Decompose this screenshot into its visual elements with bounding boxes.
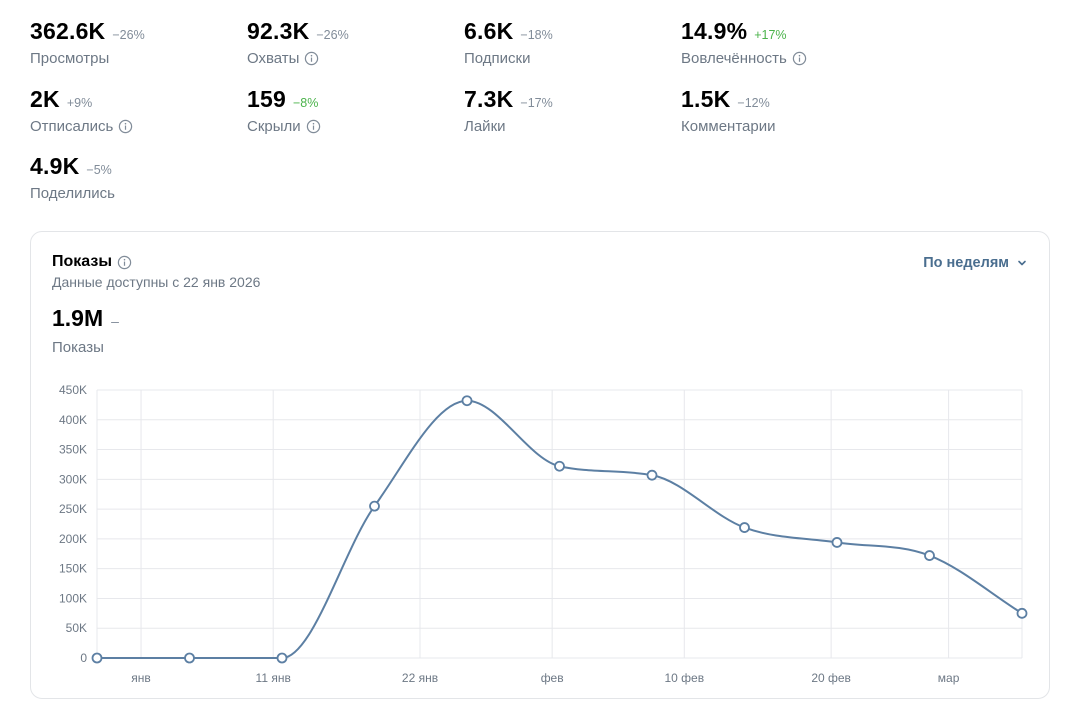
x-tick-label: 20 фев xyxy=(811,671,851,685)
total-block: 1.9M – xyxy=(52,305,119,332)
total-label: Показы xyxy=(52,339,104,356)
card-title: Показы xyxy=(52,253,132,271)
y-tick-label: 200K xyxy=(59,532,87,546)
series-line-pokazy xyxy=(97,399,1023,660)
stat-value: 6.6K xyxy=(464,18,514,44)
stat-item: 6.6K −18% Подписки xyxy=(464,18,674,78)
period-dropdown[interactable]: По неделям xyxy=(923,255,1027,271)
info-icon[interactable] xyxy=(792,51,807,66)
y-tick-label: 300K xyxy=(59,472,87,486)
data-point xyxy=(276,652,288,664)
stat-delta: −5% xyxy=(86,163,112,177)
data-point xyxy=(739,522,750,533)
stat-delta: −8% xyxy=(292,96,319,110)
stat-value: 7.3K xyxy=(464,86,514,112)
x-tick-label: мар xyxy=(938,671,960,685)
y-tick-label: 0 xyxy=(80,651,87,665)
y-tick-label: 450K xyxy=(59,383,87,397)
stat-value: 14.9% xyxy=(681,18,748,44)
data-point xyxy=(646,469,658,481)
stat-delta: −26% xyxy=(316,28,349,42)
impressions-line-chart: 0 50K 100K 150K 200K 250K 300K 350K 400K 450K янв 1… xyxy=(59,383,1028,685)
y-tick-label: 350K xyxy=(59,443,87,457)
data-point xyxy=(924,550,935,561)
info-icon[interactable] xyxy=(306,119,321,134)
impressions-card: Показы Данные доступны с 22 янв 2026 По … xyxy=(30,231,1050,699)
data-point xyxy=(831,537,843,548)
stat-delta: −18% xyxy=(520,28,553,42)
y-tick-label: 50K xyxy=(66,621,87,635)
stat-item: 92.3K −26% Охваты xyxy=(247,18,457,78)
x-tick-label: 22 янв xyxy=(402,671,438,685)
stat-item: 7.3K −17% Лайки xyxy=(464,86,674,146)
stat-item: 2K +9% Отписались xyxy=(30,86,240,146)
total-value: 1.9M xyxy=(52,305,104,331)
x-tick-label: 10 фев xyxy=(664,671,704,685)
data-point xyxy=(554,460,565,472)
stat-item: 159 −8% Скрыли xyxy=(247,86,457,146)
stat-value: 4.9K xyxy=(30,153,80,179)
stat-label: Охваты xyxy=(247,50,300,67)
data-point xyxy=(461,395,473,407)
stat-delta: +9% xyxy=(66,96,93,110)
data-point xyxy=(1016,607,1028,619)
stat-label: Скрыли xyxy=(247,118,301,135)
y-tick-label: 250K xyxy=(59,502,87,516)
stat-value: 2K xyxy=(30,86,60,112)
y-tick-label: 400K xyxy=(59,413,87,427)
data-point xyxy=(91,652,103,664)
chevron-down-icon xyxy=(1018,260,1026,266)
stat-value: 159 xyxy=(247,86,286,112)
stat-label: Просмотры xyxy=(30,50,110,67)
stat-value: 92.3K xyxy=(247,18,310,44)
stat-item: 14.9% +17% Вовлечённость xyxy=(681,18,891,78)
y-tick-label: 150K xyxy=(59,562,87,576)
stat-label: Лайки xyxy=(464,118,506,135)
x-tick-label: фев xyxy=(541,671,564,685)
stat-delta: +17% xyxy=(754,28,787,42)
stat-delta: −26% xyxy=(112,28,145,42)
total-delta: – xyxy=(111,313,119,329)
info-icon[interactable] xyxy=(117,255,132,270)
info-icon[interactable] xyxy=(304,51,319,66)
stat-label: Поделились xyxy=(30,185,115,202)
data-point xyxy=(369,500,380,512)
stat-delta: −12% xyxy=(737,96,770,110)
stat-item: 362.6K −26% Просмотры xyxy=(30,18,240,78)
stat-label: Комментарии xyxy=(681,118,776,135)
stat-label: Отписались xyxy=(30,118,114,135)
data-available-note: Данные доступны с 22 янв 2026 xyxy=(52,274,261,290)
data-point xyxy=(184,652,195,664)
stat-value: 1.5K xyxy=(681,86,731,112)
stat-value: 362.6K xyxy=(30,18,106,44)
y-tick-label: 100K xyxy=(59,591,87,605)
stat-item: 4.9K −5% Поделились xyxy=(30,153,240,213)
x-tick-label: 11 янв xyxy=(256,671,291,685)
period-label: По неделям xyxy=(923,255,1009,271)
info-icon[interactable] xyxy=(118,119,133,134)
stat-label: Подписки xyxy=(464,50,531,67)
x-tick-label: янв xyxy=(131,671,151,685)
stat-item: 1.5K −12% Комментарии xyxy=(681,86,891,146)
card-title-text: Показы xyxy=(52,253,112,270)
stat-label: Вовлечённость xyxy=(681,50,787,67)
stat-delta: −17% xyxy=(520,96,553,110)
